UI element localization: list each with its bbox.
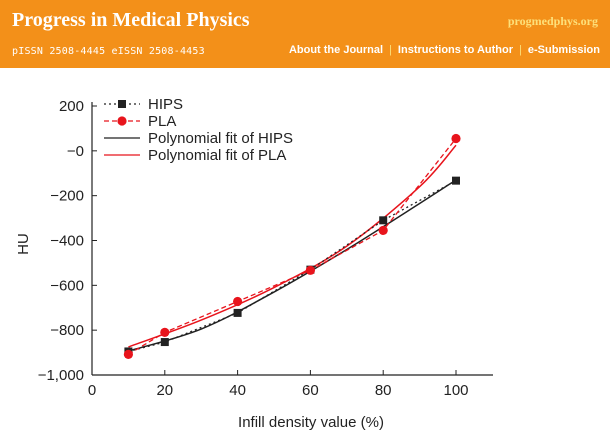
data-point-circle bbox=[233, 296, 243, 307]
legend-label: Polynomial fit of PLA bbox=[148, 147, 286, 164]
nav-separator: | bbox=[519, 44, 522, 56]
journal-url[interactable]: progmedphys.org bbox=[507, 14, 598, 28]
fit-line bbox=[128, 179, 457, 352]
legend-label: PLA bbox=[148, 113, 176, 130]
data-point-square bbox=[233, 308, 242, 317]
journal-title[interactable]: Progress in Medical Physics bbox=[12, 9, 250, 31]
data-point-circle bbox=[305, 265, 315, 275]
x-axis-label: Infill density value (%) bbox=[238, 414, 384, 431]
y-tick-label: −400 bbox=[50, 233, 84, 250]
data-point-square bbox=[452, 176, 460, 185]
fit-line bbox=[128, 144, 457, 348]
data-line bbox=[128, 180, 457, 353]
data-lines bbox=[128, 138, 457, 355]
data-point-circle bbox=[451, 133, 461, 144]
y-tick-label: −200 bbox=[50, 188, 84, 205]
x-tick-label: 0 bbox=[88, 382, 96, 399]
y-tick-label: −800 bbox=[50, 322, 84, 339]
nav-instructions-author[interactable]: Instructions to Author bbox=[397, 44, 514, 56]
issn-info: pISSN 2508-4445 eISSN 2508-4453 bbox=[12, 46, 205, 57]
y-tick-label: −1,000 bbox=[38, 367, 84, 384]
journal-nav: About the Journal | Instructions to Auth… bbox=[289, 44, 600, 56]
data-point-square bbox=[160, 338, 169, 347]
legend-label: HIPS bbox=[148, 96, 183, 113]
x-tick-label: 100 bbox=[443, 382, 468, 399]
x-tick-label: 20 bbox=[156, 382, 173, 399]
y-tick-label: −0 bbox=[67, 143, 84, 160]
data-line bbox=[128, 138, 457, 355]
nav-e-submission[interactable]: e-Submission bbox=[527, 44, 600, 56]
y-axis-label: HU bbox=[15, 233, 32, 255]
data-point-circle bbox=[123, 349, 133, 359]
data-point-square bbox=[379, 216, 388, 225]
x-tick-label: 80 bbox=[375, 382, 392, 399]
legend-label: Polynomial fit of HIPS bbox=[148, 130, 293, 147]
x-tick-label: 40 bbox=[229, 382, 246, 399]
legend-marker-square bbox=[118, 100, 126, 108]
nav-about-journal[interactable]: About the Journal bbox=[288, 44, 384, 56]
y-tick-label: −600 bbox=[50, 277, 84, 294]
data-point-circle bbox=[160, 327, 170, 338]
journal-banner: Progress in Medical Physics progmedphys.… bbox=[0, 0, 610, 68]
nav-separator: | bbox=[389, 44, 392, 56]
data-point-circle bbox=[378, 225, 388, 236]
y-tick-label: 200 bbox=[59, 98, 84, 115]
data-markers bbox=[123, 133, 461, 359]
fit-lines bbox=[128, 144, 457, 352]
x-tick-label: 60 bbox=[302, 382, 319, 399]
legend-marker-circle bbox=[117, 116, 127, 126]
